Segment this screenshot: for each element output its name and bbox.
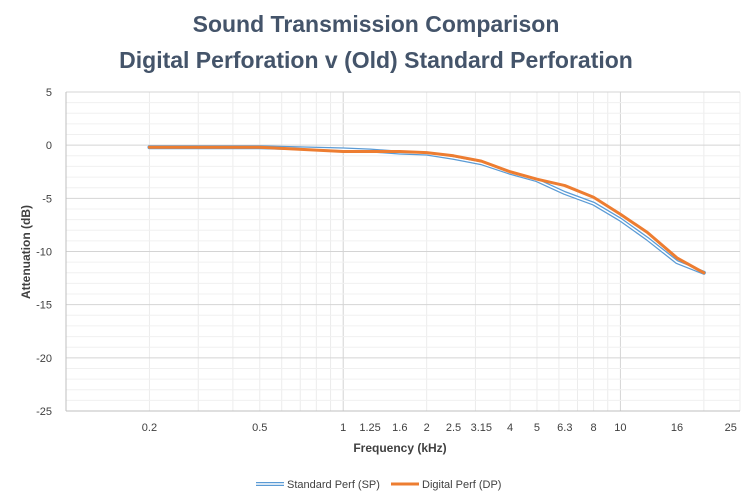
- data-series: [147, 145, 706, 275]
- x-axis-label: Frequency (kHz): [353, 441, 446, 455]
- y-tick-label: -10: [36, 247, 52, 259]
- grid-lines: [65, 91, 741, 412]
- x-tick-label: 6.3: [557, 422, 572, 434]
- y-tick-label: -5: [42, 193, 52, 205]
- x-tick-label: 1: [340, 422, 346, 434]
- x-tick-label: 10: [614, 422, 626, 434]
- axes: [65, 92, 740, 412]
- chart-title-line-2: Digital Perforation v (Old) Standard Per…: [119, 47, 633, 73]
- y-axis-label: Attenuation (dB): [19, 205, 33, 299]
- x-tick-label: 16: [671, 422, 683, 434]
- legend: Standard Perf (SP) Digital Perf (DP): [256, 479, 501, 491]
- x-tick-label: 1.25: [359, 422, 380, 434]
- legend-item-standard-perf: Standard Perf (SP): [256, 479, 380, 491]
- legend-item-digital-perf: Digital Perf (DP): [391, 479, 501, 491]
- chart-title-line-1: Sound Transmission Comparison: [193, 11, 560, 37]
- x-tick-labels: 0.2 0.5 1 1.25 1.6 2 2.5 3.15 4 5 6.3 8 10 16 25: [142, 422, 737, 434]
- x-tick-label: 1.6: [392, 422, 407, 434]
- x-tick-label: 2.5: [446, 422, 461, 434]
- x-tick-label: 0.2: [142, 422, 157, 434]
- y-tick-label: 5: [46, 87, 52, 99]
- y-tick-labels: 5 0 -5 -10 -15 -20 -25: [36, 87, 52, 418]
- x-tick-label: 8: [590, 422, 596, 434]
- y-tick-label: -20: [36, 353, 52, 365]
- x-tick-label: 3.15: [471, 422, 492, 434]
- y-tick-label: -25: [36, 406, 52, 418]
- legend-label-digital-perf: Digital Perf (DP): [422, 479, 501, 491]
- series-line-digital-perf-dp: [147, 145, 706, 275]
- y-tick-label: -15: [36, 300, 52, 312]
- x-tick-label: 5: [534, 422, 540, 434]
- x-tick-label: 0.5: [252, 422, 267, 434]
- x-tick-label: 2: [424, 422, 430, 434]
- x-tick-label: 25: [725, 422, 737, 434]
- x-tick-label: 4: [507, 422, 513, 434]
- y-tick-label: 0: [46, 140, 52, 152]
- legend-label-standard-perf: Standard Perf (SP): [287, 479, 380, 491]
